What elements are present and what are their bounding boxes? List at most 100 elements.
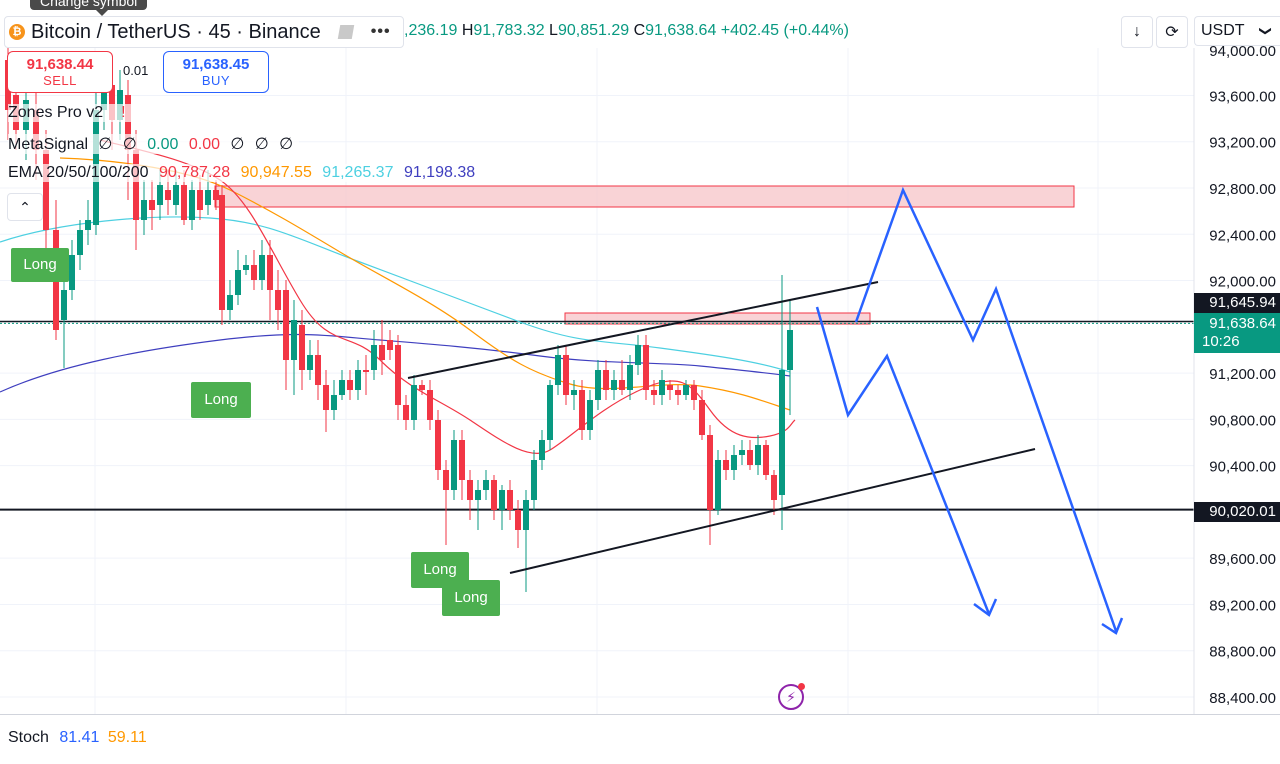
- forecast-arrow-head: [973, 598, 998, 617]
- candle-body: [133, 150, 139, 220]
- long-signal-label: Long: [454, 589, 488, 606]
- price-tick-label: 88,800.00: [1209, 644, 1276, 661]
- candle-body: [197, 190, 203, 210]
- candle-body: [235, 270, 241, 295]
- candle-body: [715, 460, 721, 510]
- candle-body: [595, 370, 601, 400]
- buy-button[interactable]: 91,638.45 BUY: [163, 51, 269, 93]
- support-price-label: 90,020.01: [1194, 502, 1280, 522]
- candle-body: [347, 380, 353, 390]
- candle-body: [403, 405, 409, 420]
- more-icon[interactable]: •••: [370, 23, 391, 40]
- indicator-metasignal[interactable]: MetaSignal ∅ ∅ 0.00 0.00 ∅ ∅ ∅: [8, 134, 300, 154]
- candle-body: [555, 355, 561, 385]
- tooltip-arrow: [96, 10, 108, 16]
- candle-body: [189, 190, 195, 220]
- notification-dot: [798, 683, 805, 690]
- candle-body: [85, 220, 91, 230]
- candle-body: [149, 200, 155, 210]
- candle-body: [267, 255, 273, 290]
- ema20-value: 90,787.28: [159, 164, 231, 181]
- stoch-name: Stoch: [8, 729, 49, 746]
- candle-body: [747, 450, 753, 465]
- ohlc-low: 90,851.29: [557, 22, 630, 39]
- candle-body: [763, 445, 769, 475]
- long-signal-label: Long: [423, 561, 457, 578]
- candle-body: [683, 385, 689, 395]
- candle-body: [723, 460, 729, 470]
- price-axis[interactable]: 93,600.00 93,200.00 92,800.00 92,400.00 92,0…: [1193, 43, 1280, 714]
- candle-body: [475, 490, 481, 500]
- download-button[interactable]: ↓: [1121, 16, 1153, 48]
- forecast-path: [815, 186, 1124, 635]
- long-signal: Long: [442, 580, 500, 616]
- candle-body: [483, 480, 489, 490]
- horizontal-levels: [0, 320, 1194, 511]
- candle-body: [699, 400, 705, 435]
- long-signal: Long: [11, 248, 69, 282]
- price-tick-label: 92,000.00: [1209, 274, 1276, 291]
- metasignal-empty-2: ∅: [122, 136, 137, 153]
- candle-body: [787, 330, 793, 370]
- candle-body: [411, 385, 417, 420]
- candle-body: [355, 370, 361, 390]
- candle-body: [181, 185, 187, 220]
- candle-body: [427, 390, 433, 420]
- bolt-icon: ⚡: [786, 689, 796, 705]
- candle-body: [43, 150, 49, 230]
- stoch-k: 81.41: [59, 729, 100, 746]
- candle-body: [291, 320, 297, 360]
- zones-name: Zones Pro v2: [8, 104, 104, 121]
- forecast-path-minor: [815, 306, 991, 615]
- candle-body: [69, 255, 75, 290]
- ema100-line: [0, 216, 791, 373]
- bitcoin-icon: ₿: [9, 24, 25, 40]
- indicator-zones[interactable]: Zones Pro v2!: [8, 104, 132, 122]
- metasignal-empty-3: ∅: [230, 136, 245, 153]
- candle-body: [339, 380, 345, 395]
- metasignal-empty-1: ∅: [98, 136, 113, 153]
- metasignal-value-2: 0.00: [188, 136, 221, 153]
- currency-select[interactable]: USDT ❯: [1194, 16, 1280, 46]
- price-tick-label: 92,400.00: [1209, 227, 1276, 244]
- supply-zone-upper: [214, 185, 1075, 208]
- candle-body: [219, 195, 225, 310]
- tooltip-text: Change symbol: [40, 0, 138, 9]
- chevron-up-icon: ⌃: [19, 199, 31, 215]
- collapse-legend-button[interactable]: ⌃: [7, 193, 43, 221]
- candle-body: [531, 460, 537, 500]
- candle-body: [491, 480, 497, 510]
- metasignal-empty-4: ∅: [254, 136, 269, 153]
- ema50-value: 90,947.55: [240, 164, 312, 181]
- metasignal-value-1: 0.00: [147, 136, 179, 153]
- stoch-pane[interactable]: Stoch 81.41 59.11: [0, 714, 1280, 764]
- sell-button[interactable]: 91,638.44 SELL: [7, 51, 113, 93]
- candle-body: [101, 80, 107, 110]
- candle-body: [243, 265, 249, 270]
- symbol-search[interactable]: ₿ Bitcoin / TetherUS · 45 · Binance •••: [4, 16, 404, 48]
- candle-body: [275, 290, 281, 310]
- price-axis-background: [1194, 48, 1280, 714]
- alert-bolt-icon[interactable]: ⚡: [778, 683, 805, 710]
- forecast-path-major: [854, 186, 1118, 632]
- candle-body: [363, 370, 369, 372]
- refresh-button[interactable]: ⟳: [1156, 16, 1188, 48]
- candle-body: [611, 380, 617, 390]
- refresh-icon: ⟳: [1165, 24, 1179, 41]
- change-symbol-tooltip: Change symbol: [30, 0, 148, 16]
- indicator-ema[interactable]: EMA 20/50/100/200 90,787.28 90,947.55 91…: [8, 164, 482, 182]
- candle-body: [315, 355, 321, 385]
- candle-body: [539, 440, 545, 460]
- candle-body: [691, 385, 697, 400]
- candle-body: [579, 390, 585, 430]
- symbol-name[interactable]: Bitcoin / TetherUS · 45 · Binance: [31, 20, 321, 43]
- sell-price: 91,638.44: [26, 56, 94, 73]
- candle-body: [443, 470, 449, 490]
- chart-canvas[interactable]: 93,600.00 93,200.00 92,800.00 92,400.00 92,0…: [0, 0, 1280, 714]
- candle-body: [619, 380, 625, 390]
- ohlc-open: ,236.19: [404, 22, 458, 39]
- ema50-line: [59, 157, 791, 411]
- candle-body: [547, 385, 553, 440]
- candle-body: [157, 185, 163, 205]
- flag-icon[interactable]: [337, 25, 355, 39]
